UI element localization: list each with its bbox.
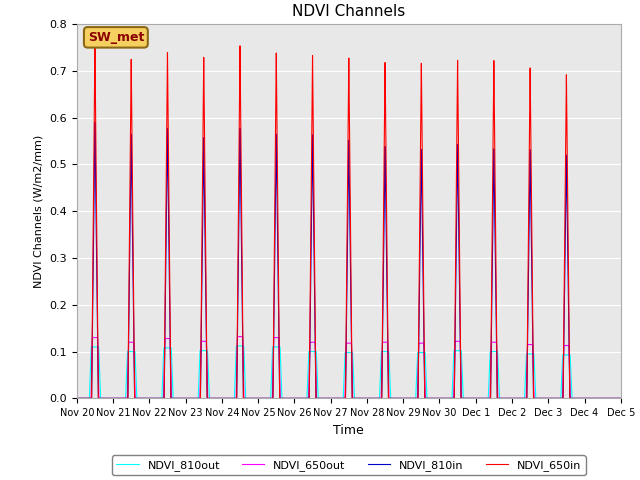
NDVI_810out — [420, 349, 428, 355]
NDVI_650in — [497, 396, 504, 401]
NDVI_810in — [101, 396, 109, 401]
NDVI_650out — [482, 396, 490, 401]
NDVI_810in — [497, 396, 504, 401]
NDVI_810out — [497, 396, 504, 401]
NDVI_810in — [482, 396, 490, 401]
NDVI_810in — [510, 396, 518, 401]
NDVI_650out — [617, 396, 625, 401]
NDVI_810out — [101, 396, 109, 401]
NDVI_650out — [518, 396, 525, 401]
Y-axis label: NDVI Channels (W/m2/mm): NDVI Channels (W/m2/mm) — [34, 134, 44, 288]
NDVI_650in — [420, 338, 428, 344]
X-axis label: Time: Time — [333, 424, 364, 437]
Text: SW_met: SW_met — [88, 31, 144, 44]
NDVI_650in — [73, 396, 81, 401]
NDVI_810out — [482, 396, 490, 401]
NDVI_650in — [101, 396, 109, 401]
NDVI_650out — [101, 396, 109, 401]
NDVI_810out — [232, 343, 240, 349]
Line: NDVI_650in: NDVI_650in — [77, 45, 621, 398]
Line: NDVI_810out: NDVI_810out — [77, 346, 621, 398]
Legend: NDVI_810out, NDVI_650out, NDVI_810in, NDVI_650in: NDVI_810out, NDVI_650out, NDVI_810in, ND… — [112, 456, 586, 475]
NDVI_810out — [73, 396, 81, 401]
NDVI_650out — [73, 396, 81, 401]
NDVI_810in — [617, 396, 625, 401]
NDVI_650out — [234, 334, 241, 339]
NDVI_650in — [518, 396, 525, 401]
NDVI_650in — [510, 396, 518, 401]
Title: NDVI Channels: NDVI Channels — [292, 4, 405, 19]
NDVI_810out — [510, 396, 518, 401]
NDVI_650in — [91, 42, 99, 48]
NDVI_650out — [497, 396, 504, 401]
NDVI_650out — [510, 396, 518, 401]
NDVI_650in — [617, 396, 625, 401]
NDVI_810in — [420, 353, 428, 359]
Line: NDVI_650out: NDVI_650out — [77, 336, 621, 398]
NDVI_650out — [420, 346, 428, 351]
NDVI_810in — [91, 120, 99, 125]
Line: NDVI_810in: NDVI_810in — [77, 122, 621, 398]
NDVI_810in — [518, 396, 525, 401]
NDVI_810out — [617, 396, 625, 401]
NDVI_810out — [518, 396, 525, 401]
NDVI_650in — [482, 396, 490, 401]
NDVI_810in — [73, 396, 81, 401]
